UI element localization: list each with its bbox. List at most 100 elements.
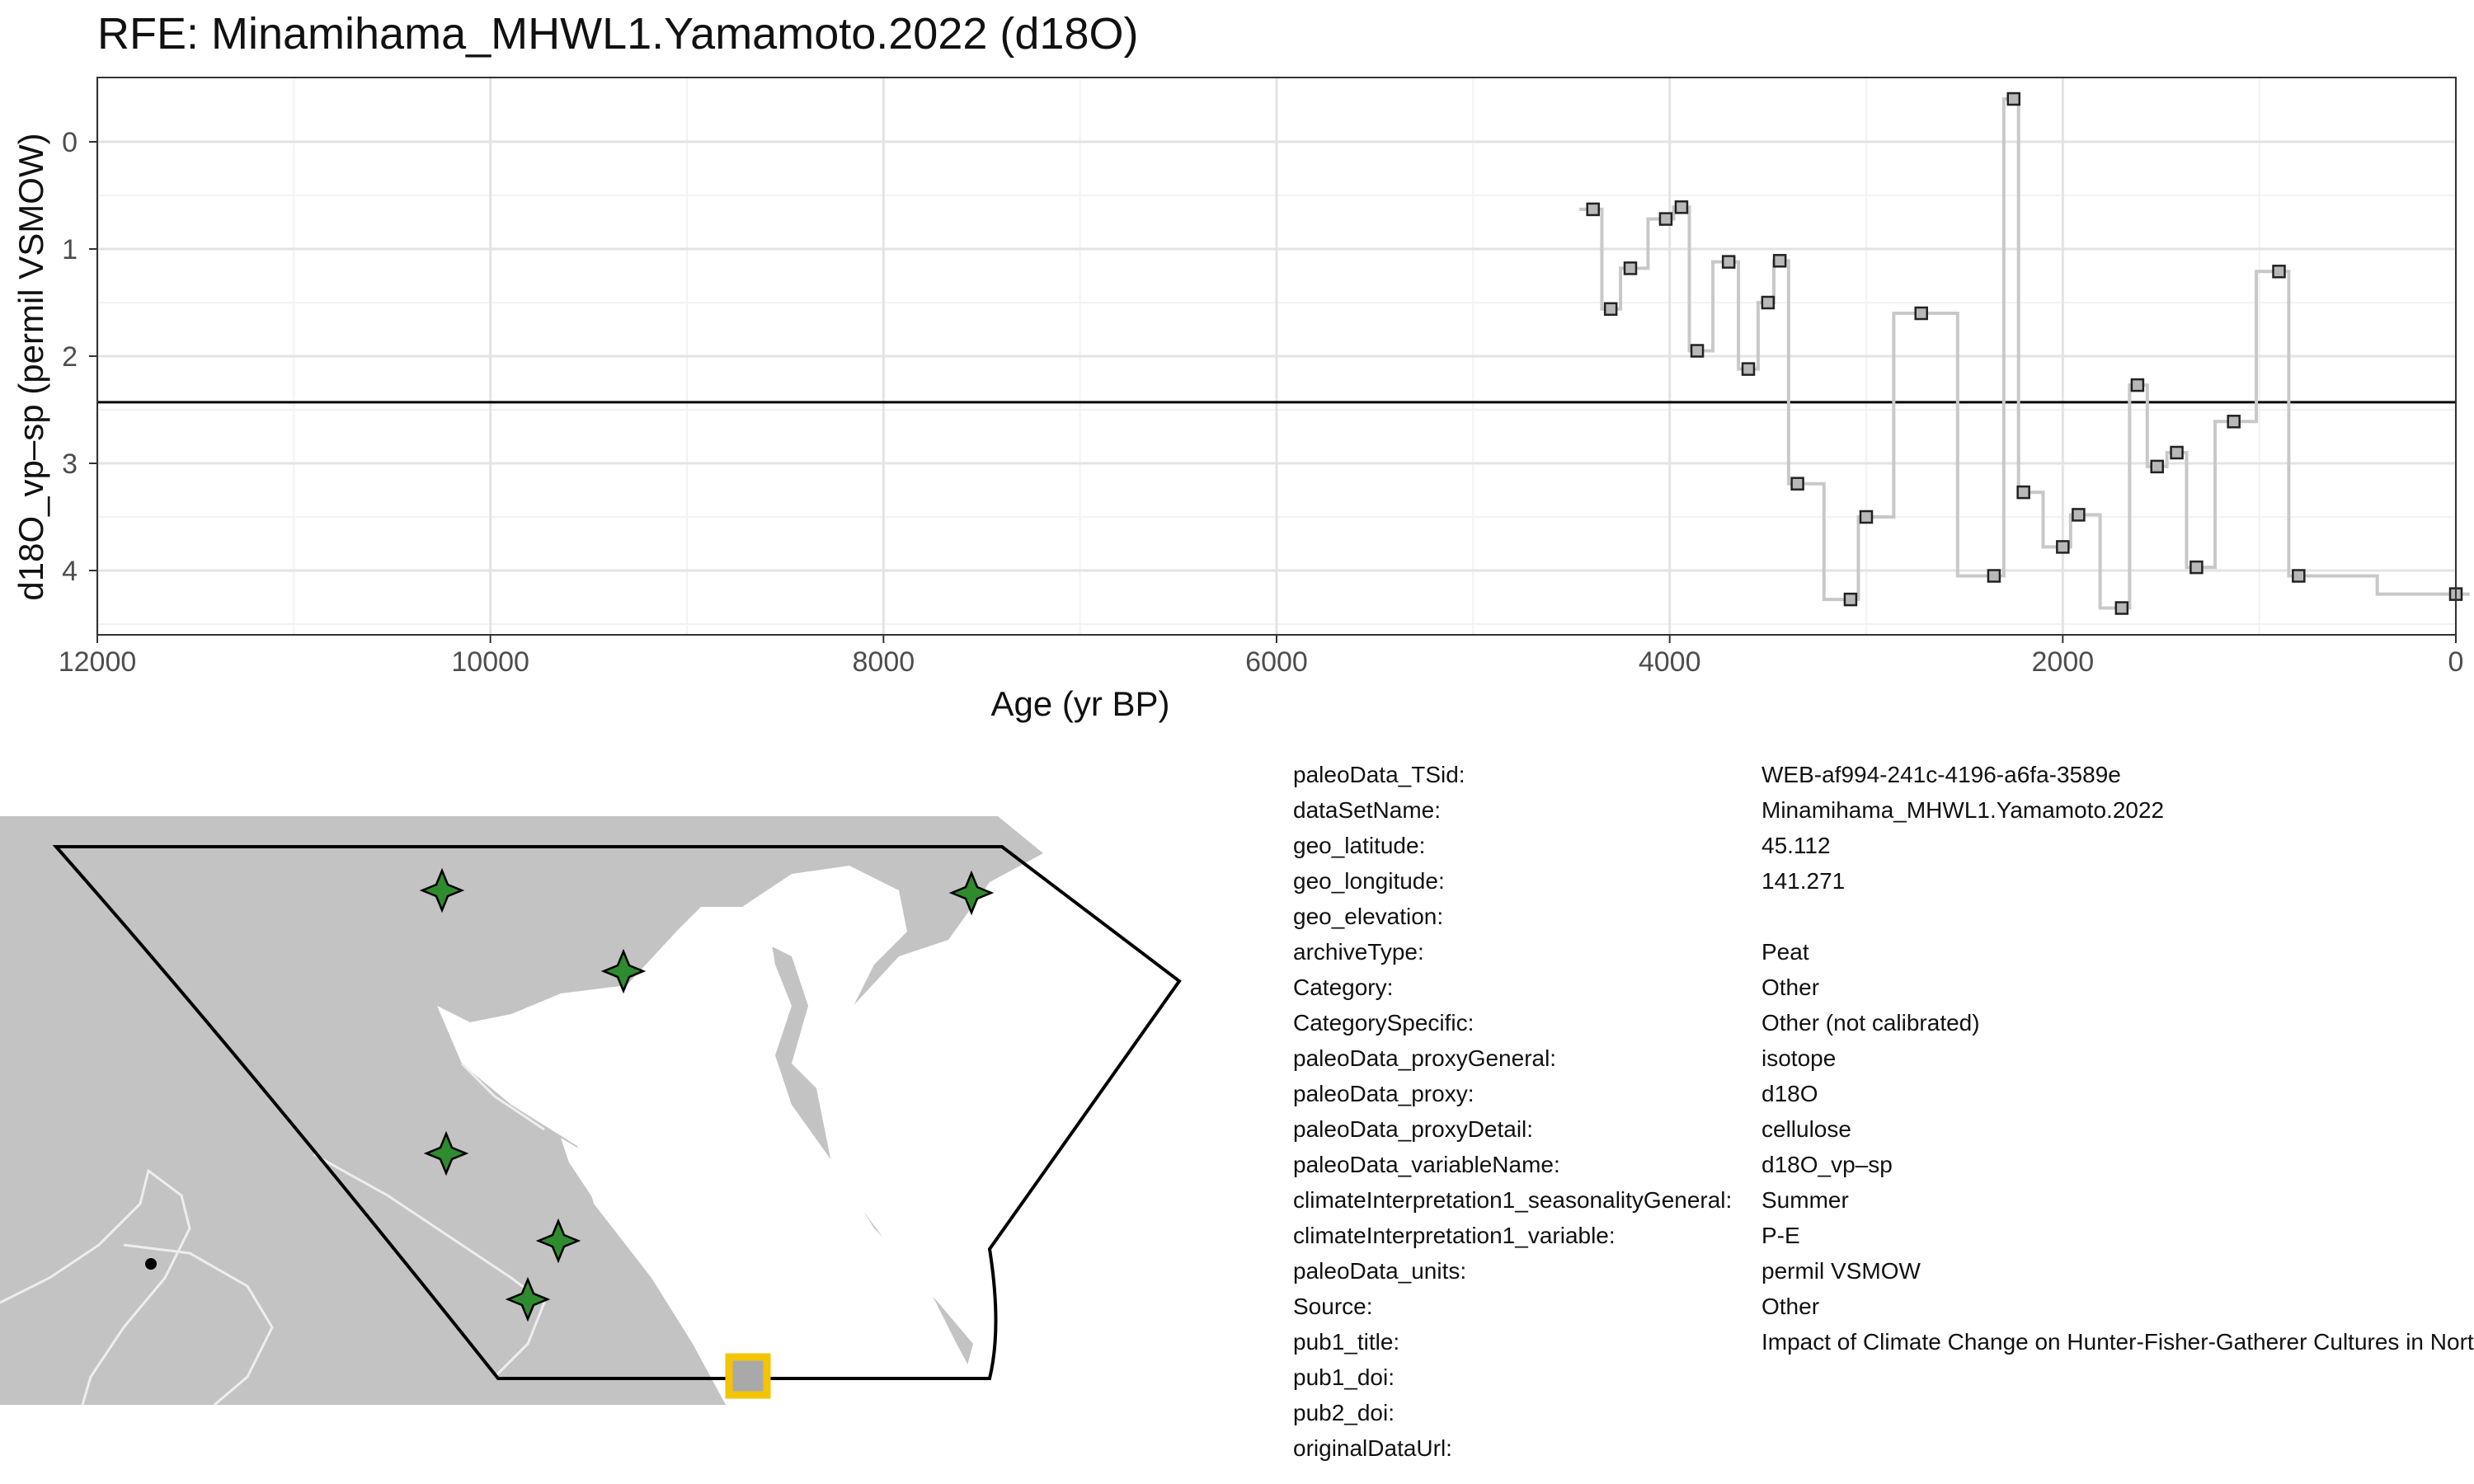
data-point <box>2056 540 2070 554</box>
data-point <box>2114 601 2129 615</box>
y-axis-title: d18O_vp–sp (permil VSMOW) <box>12 133 50 600</box>
star-4-point-icon <box>535 1218 581 1264</box>
metadata-key: paleoData_proxyDetail: <box>1293 1116 1534 1142</box>
data-point <box>2292 569 2306 583</box>
plot-grid <box>96 77 2458 635</box>
metadata-key: CategorySpecific: <box>1293 1010 1475 1036</box>
location-dot <box>145 1258 157 1270</box>
data-point <box>2272 265 2286 279</box>
metadata-value: cellulose <box>1761 1116 1851 1142</box>
data-point <box>1843 592 1858 607</box>
data-point <box>2170 445 2184 460</box>
country-border <box>0 1168 191 1405</box>
x-tick-label: 2000 <box>2032 646 2095 678</box>
country-border <box>313 1153 546 1378</box>
metadata-key: paleoData_TSid: <box>1293 762 1465 787</box>
metadata-value: isotope <box>1761 1045 1837 1071</box>
water-bay <box>437 915 990 1405</box>
metadata-value: P-E <box>1761 1223 1800 1248</box>
metadata-value: WEB-af994-241c-4196-a6fa-3589e <box>1761 762 2121 787</box>
data-point <box>1603 302 1618 317</box>
data-point <box>2072 508 2086 522</box>
metadata-key: pub2_doi: <box>1293 1400 1395 1425</box>
metadata-value: Impact of Climate Change on Hunter-Fishe… <box>1761 1329 2474 1355</box>
data-point <box>1987 569 2001 583</box>
metadata-value: Other <box>1761 1294 1820 1319</box>
metadata-value: Peat <box>1761 939 1809 965</box>
data-point <box>1772 254 1787 268</box>
data-point <box>1741 362 1756 376</box>
data-point <box>1623 261 1638 275</box>
metadata-value: Minamihama_MHWL1.Yamamoto.2022 <box>1761 797 2165 823</box>
metadata-value: d18O_vp–sp <box>1761 1152 1893 1177</box>
data-point <box>2130 378 2145 392</box>
x-axis-ticks: 12000 10000 8000 6000 4000 2000 0 <box>59 635 2464 678</box>
metadata-value: permil VSMOW <box>1761 1258 1921 1284</box>
metadata-key: pub1_doi: <box>1293 1364 1395 1390</box>
x-axis-title: Age (yr BP) <box>990 684 1169 723</box>
metadata-key: archiveType: <box>1293 939 1424 965</box>
metadata-key: paleoData_proxy: <box>1293 1081 1475 1106</box>
data-point <box>2189 560 2204 575</box>
data-point <box>1658 212 1673 226</box>
data-point <box>2227 415 2241 429</box>
x-tick-label: 12000 <box>59 646 137 678</box>
metadata-value: 141.271 <box>1761 868 1846 894</box>
metadata-value: d18O <box>1761 1081 1818 1106</box>
star-4-point-icon <box>948 870 995 916</box>
y-axis-ticks: 0 1 2 3 4 <box>62 127 97 587</box>
country-border <box>123 1243 274 1405</box>
data-point <box>1674 200 1689 214</box>
star-4-point-icon <box>419 867 465 913</box>
metadata-value: 45.112 <box>1761 833 1831 858</box>
metadata-key: climateInterpretation1_variable: <box>1293 1223 1616 1248</box>
data-series <box>1579 97 2470 610</box>
metadata-value: Other (not calibrated) <box>1761 1010 1980 1036</box>
metadata-key: paleoData_variableName: <box>1293 1152 1560 1177</box>
map-extent-frame <box>52 845 1182 1380</box>
metadata-key: geo_elevation: <box>1293 904 1444 929</box>
metadata-key: Source: <box>1293 1294 1373 1319</box>
star-4-point-icon <box>505 1276 551 1322</box>
y-tick-label: 3 <box>62 448 78 480</box>
metadata-value: Other <box>1761 974 1820 1000</box>
metadata-key: paleoData_proxyGeneral: <box>1293 1045 1557 1071</box>
x-tick-label: 8000 <box>853 646 915 678</box>
metadata-key: geo_longitude: <box>1293 868 1445 894</box>
metadata-key: dataSetName: <box>1293 797 1441 823</box>
time-series-plot: 12000 10000 8000 6000 4000 2000 0 0 1 2 3 4 Age (y… <box>12 77 2470 723</box>
metadata-key: pub1_title: <box>1293 1329 1400 1355</box>
data-point <box>1721 255 1736 269</box>
metadata-key: originalDataUrl: <box>1293 1435 1452 1461</box>
square-site-icon <box>725 1353 771 1399</box>
y-tick-label: 4 <box>62 556 78 587</box>
metadata-table: paleoData_TSid: WEB-af994-241c-4196-a6fa-… <box>1293 762 2474 1479</box>
x-tick-label: 6000 <box>1245 646 1308 678</box>
y-tick-label: 1 <box>62 234 78 265</box>
site-markers <box>419 867 995 1322</box>
data-points <box>1586 92 2463 615</box>
data-point <box>1859 510 1874 524</box>
metadata-key: climateInterpretation1_seasonalityGenera… <box>1293 1187 1733 1213</box>
site-map <box>0 816 1182 1405</box>
data-point <box>2150 459 2164 474</box>
x-tick-label: 0 <box>2448 646 2464 678</box>
water-inlet <box>676 866 907 1088</box>
series-step-line <box>1579 97 2470 610</box>
y-tick-label: 0 <box>62 127 78 158</box>
x-tick-label: 10000 <box>451 646 529 678</box>
metadata-key: geo_latitude: <box>1293 833 1426 858</box>
star-4-point-icon <box>423 1130 469 1176</box>
data-point <box>1586 202 1600 217</box>
star-4-point-icon <box>600 948 647 994</box>
data-point <box>1790 477 1804 491</box>
data-point <box>1761 295 1776 310</box>
y-tick-label: 2 <box>62 341 78 373</box>
metadata-value: Summer <box>1761 1187 1849 1213</box>
data-point <box>2016 485 2030 500</box>
country-border <box>460 1062 545 1131</box>
chart-title: RFE: Minamihama_MHWL1.Yamamoto.2022 (d18… <box>97 9 1139 59</box>
data-point <box>1914 306 1928 321</box>
data-point <box>2006 92 2020 106</box>
metadata-key: Category: <box>1293 974 1394 1000</box>
